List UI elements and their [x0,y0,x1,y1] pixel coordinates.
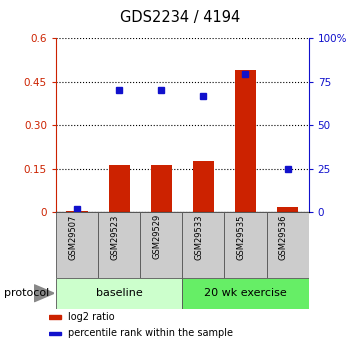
Text: baseline: baseline [96,288,143,298]
Bar [193,161,214,212]
Text: percentile rank within the sample: percentile rank within the sample [68,328,233,338]
Text: GSM29535: GSM29535 [236,214,245,259]
Bar [151,165,172,212]
Text: log2 ratio: log2 ratio [68,312,114,322]
Text: GSM29536: GSM29536 [279,214,288,260]
Text: GSM29529: GSM29529 [152,214,161,259]
Bar [140,212,182,278]
Bar [235,70,256,212]
Bar [182,278,309,309]
Polygon shape [34,285,54,302]
Bar [277,207,298,212]
Bar [109,165,130,212]
Bar [49,315,61,319]
Text: GDS2234 / 4194: GDS2234 / 4194 [120,10,241,25]
Text: protocol: protocol [4,288,49,298]
Bar [56,212,98,278]
Bar [266,212,309,278]
Text: GSM29523: GSM29523 [110,214,119,259]
Bar [98,212,140,278]
Bar [66,211,87,212]
Bar [49,332,61,335]
Text: GSM29507: GSM29507 [68,214,77,259]
Bar [182,212,225,278]
Text: 20 wk exercise: 20 wk exercise [204,288,287,298]
Bar [225,212,266,278]
Bar [56,278,182,309]
Text: GSM29533: GSM29533 [194,214,203,260]
